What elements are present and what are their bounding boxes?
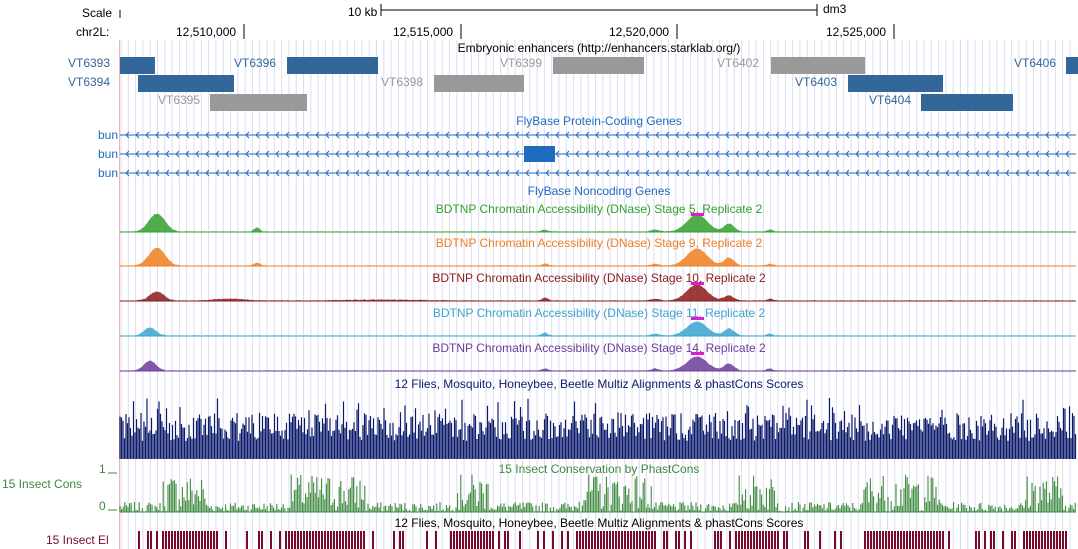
enhancer-feature: [210, 94, 307, 111]
enhancer-feature: [287, 57, 378, 74]
multiz-track-title[interactable]: 12 Flies, Mosquito, Honeybee, Beetle Mul…: [394, 377, 804, 391]
enhancers-track-title[interactable]: Embryonic enhancers (http://enhancers.st…: [457, 41, 741, 55]
scale-bar-text: 10 kb: [348, 5, 378, 19]
dnase-signal: [120, 356, 1076, 371]
enhancer-label[interactable]: VT6403: [795, 75, 838, 89]
phastcons-scale-max: 1: [99, 462, 106, 476]
enhancer-feature: [434, 75, 524, 92]
position-label: 12,525,000: [826, 25, 887, 39]
enhancer-feature: [553, 57, 644, 74]
dnase-track-title[interactable]: BDTNP Chromatin Accessibility (DNase) St…: [435, 236, 763, 250]
dnase-track-title[interactable]: BDTNP Chromatin Accessibility (DNase) St…: [435, 202, 763, 216]
phastcons-left-label[interactable]: 15 Insect Cons: [2, 477, 83, 491]
clipped-marker: [691, 282, 704, 285]
clipped-marker: [691, 317, 704, 320]
dnase-signal: [120, 284, 1076, 301]
enhancer-label[interactable]: VT6402: [717, 56, 760, 70]
enhancer-feature: [120, 57, 155, 74]
elements-track-title[interactable]: 12 Flies, Mosquito, Honeybee, Beetle Mul…: [394, 516, 804, 530]
dnase-signal: [120, 321, 1076, 336]
phastcons-signal: [119, 474, 1076, 512]
enhancer-feature: [848, 75, 943, 92]
dnase-track-title[interactable]: BDTNP Chromatin Accessibility (DNase) St…: [432, 271, 766, 285]
phastcons-track-title[interactable]: 15 Insect Conservation by PhastCons: [498, 462, 700, 476]
assembly-label: dm3: [823, 2, 847, 16]
strand-arrows: [125, 131, 1070, 139]
dnase-signal: [120, 214, 1076, 232]
enhancer-label[interactable]: VT6404: [869, 93, 912, 107]
chromosome-label: chr2L:: [76, 25, 110, 39]
phastcons-scale-min: 0: [99, 499, 106, 513]
clipped-marker: [691, 213, 704, 216]
enhancer-feature: [138, 75, 234, 92]
position-label: 12,510,000: [176, 25, 237, 39]
enhancer-label[interactable]: VT6398: [381, 75, 424, 89]
gene-label[interactable]: bun: [97, 166, 118, 180]
multiz-signal: [119, 398, 1077, 459]
gene-label[interactable]: bun: [97, 128, 118, 142]
enhancer-label[interactable]: VT6395: [158, 93, 201, 107]
enhancer-label[interactable]: VT6393: [68, 56, 111, 70]
position-label: 12,515,000: [393, 25, 454, 39]
enhancer-feature: [921, 94, 1013, 111]
conserved-elements: [138, 531, 1067, 549]
enhancer-label[interactable]: VT6394: [68, 75, 111, 89]
dnase-track-title[interactable]: BDTNP Chromatin Accessibility (DNase) St…: [432, 306, 766, 320]
dnase-signal: [120, 248, 1076, 266]
enhancer-label[interactable]: VT6406: [1014, 56, 1057, 70]
strand-arrows: [125, 169, 1070, 177]
enhancer-label[interactable]: VT6399: [500, 56, 543, 70]
gene-label[interactable]: bun: [97, 147, 118, 161]
enhancer-label[interactable]: VT6396: [234, 56, 277, 70]
gene-exon: [524, 146, 555, 162]
clipped-marker: [691, 352, 704, 355]
scale-label: Scale: [82, 6, 113, 20]
enhancer-feature: [771, 57, 865, 74]
position-label: 12,520,000: [609, 25, 670, 39]
genes-track-title[interactable]: FlyBase Protein-Coding Genes: [516, 114, 682, 128]
elements-left-label[interactable]: 15 Insect El: [46, 533, 109, 547]
dnase-track-title[interactable]: BDTNP Chromatin Accessibility (DNase) St…: [432, 341, 766, 355]
enhancer-feature: [1066, 57, 1078, 74]
noncoding-track-title[interactable]: FlyBase Noncoding Genes: [527, 184, 671, 198]
